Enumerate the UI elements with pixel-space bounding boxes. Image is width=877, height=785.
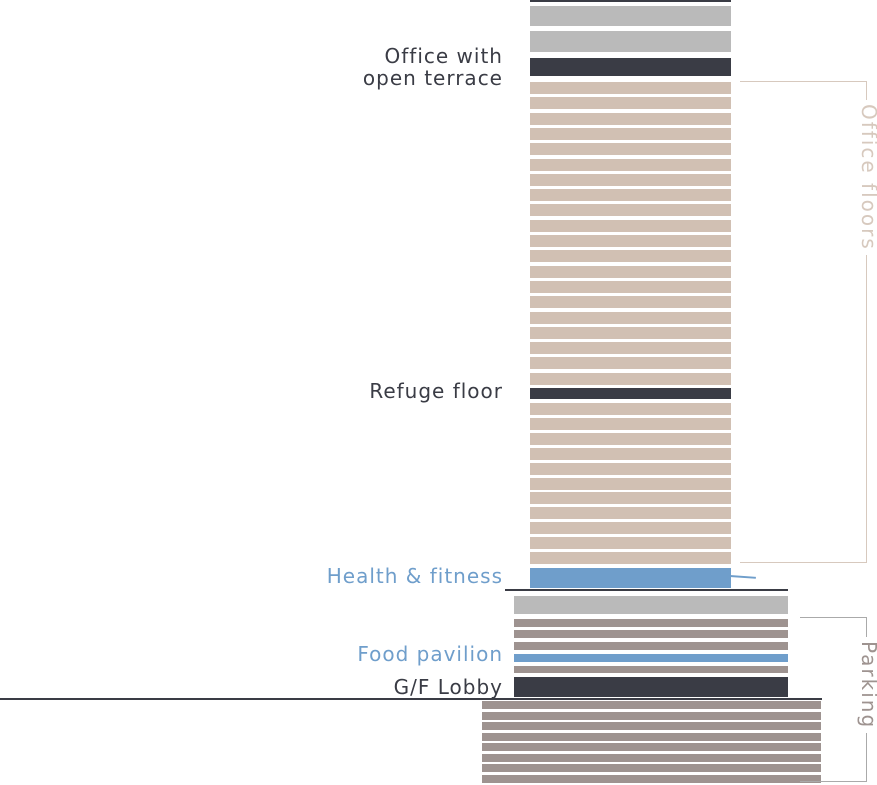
podium-mechanical-floor: [514, 596, 788, 614]
office-floor: [530, 372, 731, 385]
mechanical-floor: [530, 31, 731, 52]
office-floor: [530, 326, 731, 339]
office-floor: [530, 522, 731, 535]
office-floor: [530, 173, 731, 186]
office-floor: [530, 537, 731, 550]
gf-lobby-floor: [514, 677, 788, 697]
basement-parking-floor: [482, 711, 821, 720]
office-floor: [530, 219, 731, 232]
label-office-terrace-line1: Office with: [384, 44, 503, 68]
office-floor: [530, 342, 731, 355]
label-refuge-floor: Refuge floor: [369, 379, 503, 403]
label-gf-lobby: G/F Lobby: [393, 675, 503, 699]
food-pavilion-floor: [514, 654, 788, 662]
office-floor: [530, 296, 731, 309]
office-floor: [530, 417, 731, 430]
office-floor: [530, 112, 731, 125]
health-fitness-floor: [530, 568, 731, 588]
office-floors-label: Office floors: [857, 100, 877, 255]
office-floor: [530, 143, 731, 156]
office-floor: [530, 189, 731, 202]
parking-label: Parking: [857, 637, 877, 734]
office-floor: [530, 204, 731, 217]
refuge-floor: [530, 388, 731, 399]
office-floor: [530, 82, 731, 94]
ground-line: [0, 698, 822, 700]
basement-parking-floor: [482, 764, 821, 772]
basement-parking-floor: [482, 753, 821, 762]
office-floor: [530, 280, 731, 293]
basement-parking-floor: [482, 701, 821, 709]
office-floor: [530, 507, 731, 520]
office-floor: [530, 127, 731, 140]
office-floor: [530, 311, 731, 324]
roof-cap: [530, 0, 731, 2]
office-floors-bracket: [740, 81, 867, 563]
office-floor: [530, 265, 731, 278]
office-floor: [530, 432, 731, 445]
mechanical-floor: [530, 6, 731, 26]
office-floor: [530, 477, 731, 490]
parking-floor: [514, 630, 788, 638]
parking-floor: [514, 619, 788, 627]
office-floor: [530, 403, 731, 415]
basement-parking-floor: [482, 743, 821, 751]
parking-floor: [514, 666, 788, 673]
basement-parking-floor: [482, 732, 821, 741]
podium-roof-line: [505, 589, 788, 591]
label-food-pavilion: Food pavilion: [357, 642, 503, 666]
label-health-fitness: Health & fitness: [326, 564, 503, 588]
office-floor: [530, 492, 731, 505]
office-floor: [530, 235, 731, 247]
office-floor: [530, 462, 731, 475]
parking-floor: [514, 642, 788, 650]
basement-parking-floor: [482, 774, 821, 783]
office-floor: [530, 250, 731, 263]
office-floor: [530, 97, 731, 110]
office-floor: [530, 447, 731, 460]
terrace-floor: [530, 58, 731, 76]
office-floor: [530, 552, 731, 564]
basement-parking-floor: [482, 722, 821, 730]
label-office-terrace-line2: open terrace: [362, 66, 503, 90]
office-floor: [530, 158, 731, 171]
office-floor: [530, 357, 731, 370]
